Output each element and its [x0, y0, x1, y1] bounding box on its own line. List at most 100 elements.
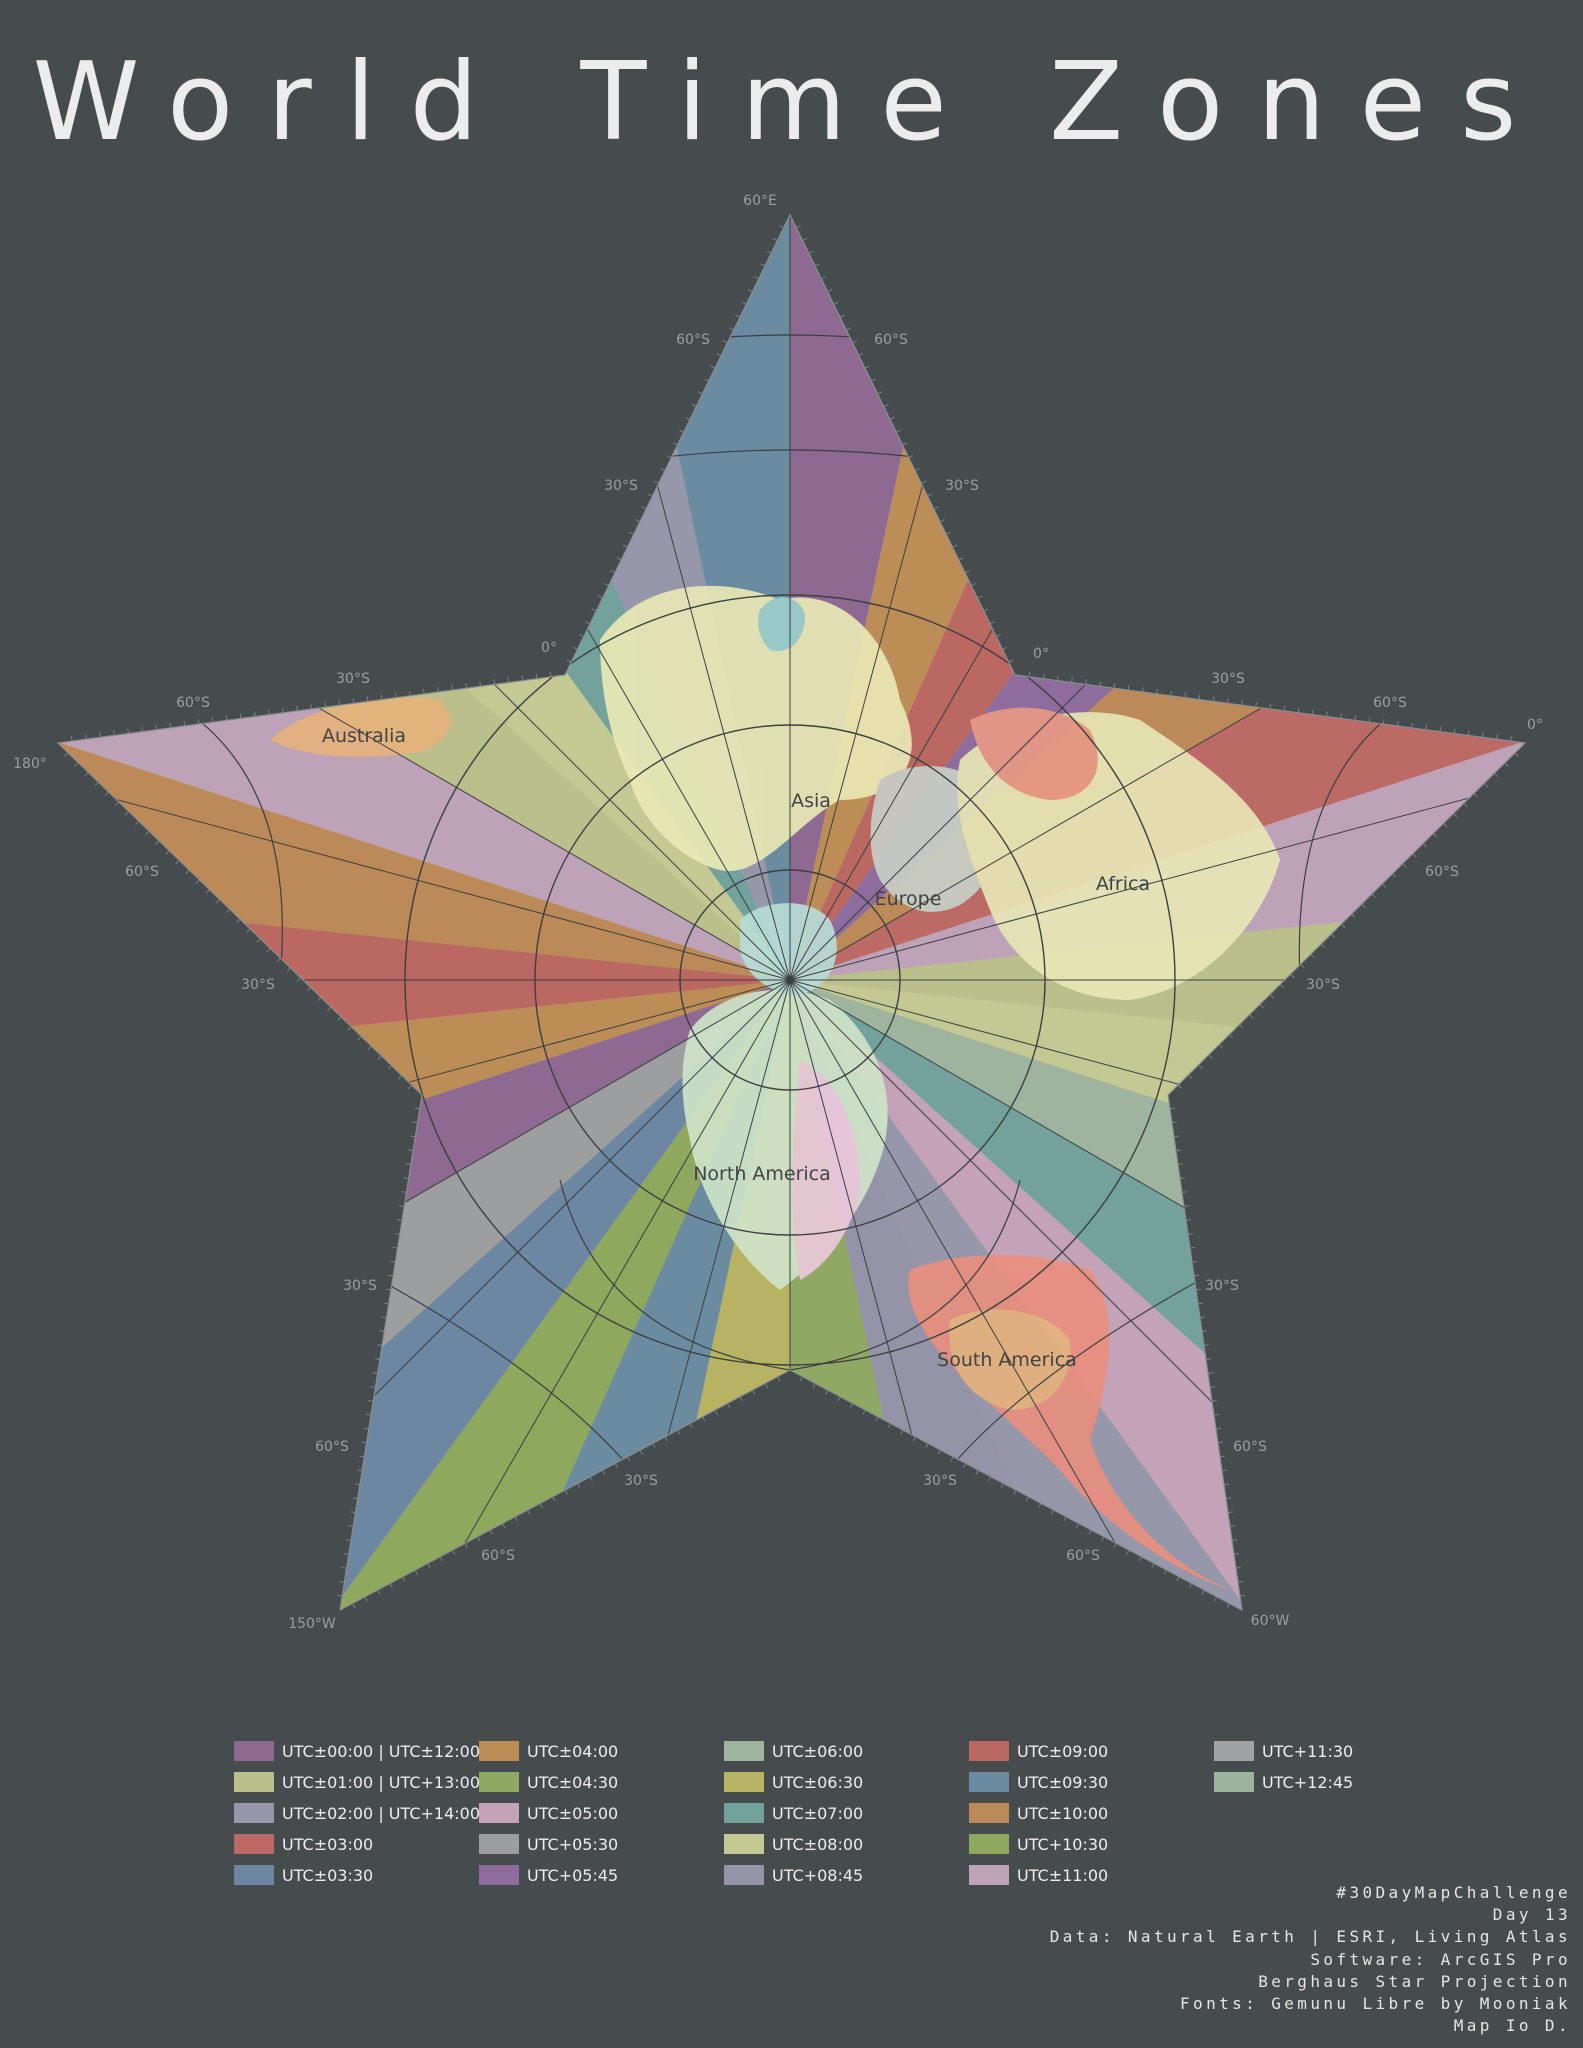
- edge-tick: [1071, 677, 1073, 683]
- legend-label: UTC+05:45: [527, 1865, 619, 1885]
- edge-tick: [616, 557, 622, 561]
- edge-tick: [1341, 923, 1346, 928]
- legend-label: UTC+10:30: [1017, 1834, 1109, 1854]
- land-north-america-east: [792, 1060, 860, 1280]
- edge-tick: [1169, 1107, 1175, 1110]
- edge-tick: [464, 1543, 468, 1548]
- edge-tick: [824, 1389, 829, 1395]
- edge-tick: [266, 947, 271, 953]
- label-equator-left: 0°: [541, 640, 557, 656]
- edge-tick: [971, 582, 976, 587]
- continent-australia: Australia: [322, 725, 406, 747]
- edge-tick: [602, 1469, 606, 1475]
- meridian-line: [289, 979, 791, 1610]
- edge-tick: [864, 365, 870, 369]
- edge-tick: [317, 996, 322, 1002]
- edge-tick: [1151, 1563, 1155, 1568]
- edge-tick: [507, 677, 510, 683]
- edge-tick: [239, 713, 242, 719]
- edge-tick: [357, 1035, 362, 1041]
- edge-tick: [1326, 711, 1328, 717]
- edge-tick: [1101, 1536, 1105, 1542]
- edge-tick: [1199, 1316, 1205, 1319]
- edge-tick: [1197, 1302, 1203, 1305]
- edge-tick: [572, 646, 578, 650]
- edge-tick: [887, 1423, 891, 1428]
- edge-tick: [1371, 893, 1376, 898]
- edge-tick: [735, 314, 741, 318]
- label-right-60s-bottom: 60°S: [1425, 864, 1459, 880]
- edge-tick: [1229, 1525, 1235, 1527]
- credit-day: Day 13: [1492, 1905, 1571, 1925]
- edge-tick: [64, 752, 69, 757]
- label-bl-30s-right: 30°S: [624, 1473, 658, 1489]
- legend-item: UTC±09:00: [969, 1740, 1108, 1762]
- legend-swatch: [479, 1865, 519, 1885]
- edge-tick: [1283, 705, 1286, 711]
- edge-tick: [1432, 833, 1438, 838]
- edge-tick: [1312, 709, 1314, 715]
- legend-label: UTC±06:30: [772, 1772, 864, 1792]
- meridian-line: [789, 720, 1525, 981]
- credit-software: Software: ArcGIS Pro: [1310, 1949, 1571, 1969]
- label-right-30s-top: 30°S: [1211, 671, 1245, 687]
- edge-tick: [113, 730, 115, 736]
- edge-tick: [99, 732, 101, 738]
- edge-tick: [697, 391, 703, 395]
- edge-tick: [1483, 782, 1489, 788]
- edge-tick: [401, 1191, 407, 1193]
- edge-tick: [839, 314, 845, 318]
- edge-tick: [175, 859, 180, 865]
- edge-tick: [714, 1409, 718, 1415]
- edge-tick: [1025, 1496, 1030, 1502]
- label-bl-60s-left: 60°S: [315, 1439, 349, 1455]
- legend-swatch: [234, 1865, 274, 1885]
- continent-north-america: North America: [693, 1163, 831, 1185]
- edge-tick: [437, 686, 439, 693]
- edge-tick: [477, 1536, 481, 1542]
- edge-tick: [1239, 1024, 1244, 1029]
- edge-tick: [1504, 762, 1509, 768]
- label-top-30s-right: 30°S: [945, 478, 979, 494]
- edge-tick: [352, 1497, 358, 1500]
- legend-swatch: [234, 1834, 274, 1854]
- legend-label: UTC±03:30: [282, 1865, 374, 1885]
- edge-tick: [1211, 1400, 1217, 1402]
- edge-tick: [989, 621, 995, 625]
- edge-tick: [1368, 717, 1371, 723]
- time-zone-wedge: [58, 671, 790, 980]
- edge-tick: [1467, 730, 1470, 736]
- edge-tick: [155, 840, 160, 845]
- edge-tick: [702, 1416, 706, 1422]
- edge-tick: [377, 1344, 383, 1346]
- legend-item: UTC±03:30: [234, 1864, 373, 1886]
- legend-label: UTC±07:00: [772, 1803, 864, 1823]
- edge-tick: [296, 977, 302, 982]
- edge-tick: [1217, 1441, 1223, 1444]
- edge-tick: [799, 1376, 804, 1382]
- edge-tick: [1209, 1386, 1215, 1388]
- edge-tick: [1227, 698, 1229, 704]
- edge-tick: [324, 702, 327, 708]
- edge-tick: [1402, 863, 1407, 868]
- edge-tick: [908, 455, 914, 459]
- edge-tick: [359, 1455, 365, 1458]
- edge-tick: [1203, 1344, 1209, 1346]
- edge-tick: [933, 506, 939, 510]
- edge-tick: [654, 480, 660, 484]
- edge-tick: [169, 722, 172, 728]
- edge-tick: [1163, 1569, 1168, 1575]
- edge-tick: [1422, 843, 1427, 848]
- edge-tick: [833, 301, 839, 305]
- legend-item: UTC+11:30: [1214, 1740, 1353, 1762]
- edge-tick: [764, 1383, 768, 1388]
- edge-tick: [354, 1483, 360, 1486]
- edge-tick: [1269, 703, 1272, 710]
- edge-tick: [1218, 1044, 1223, 1049]
- edge-tick: [849, 1403, 854, 1408]
- edge-tick: [1215, 1427, 1221, 1430]
- label-bottom-right-point: 60°W: [1251, 1613, 1290, 1629]
- edge-tick: [827, 289, 833, 293]
- edge-tick: [357, 1469, 363, 1472]
- edge-tick: [1225, 1497, 1231, 1500]
